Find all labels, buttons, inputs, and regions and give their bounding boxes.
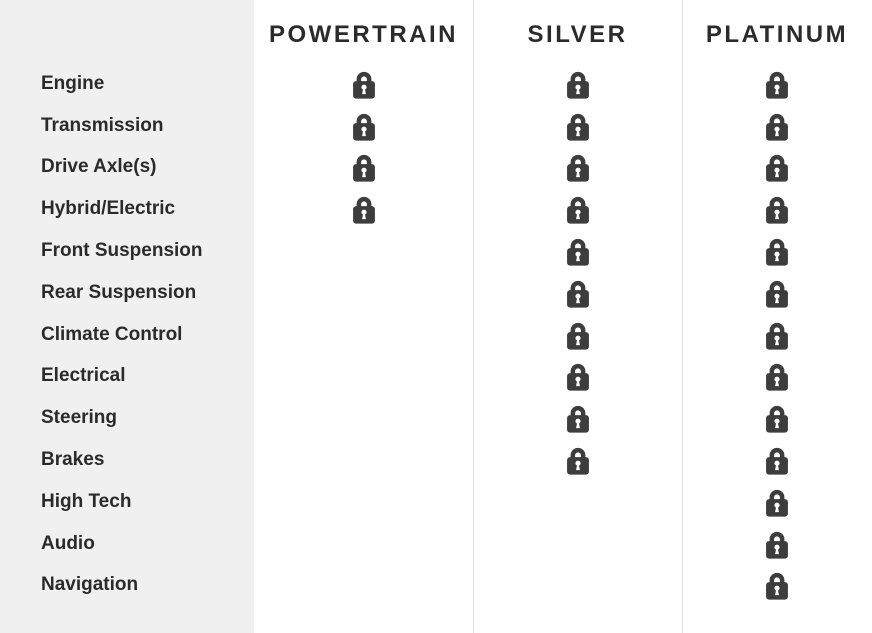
category-label: Drive Axle(s) (41, 156, 157, 178)
lock-icon (766, 322, 788, 350)
coverage-cell-platinum-engine (682, 63, 872, 105)
lock-icon (766, 113, 788, 141)
lock-icon (766, 239, 788, 266)
coverage-cell-silver-navigation (473, 565, 682, 607)
category-label: Engine (41, 72, 105, 94)
coverage-cell-platinum-front-suspension (682, 230, 872, 272)
coverage-cell-silver-drive-axle-s- (473, 147, 682, 189)
lock-icon (352, 71, 375, 99)
coverage-cell-powertrain-steering (254, 397, 473, 439)
coverage-cell-silver-audio (473, 523, 682, 565)
coverage-cell-powertrain-high-tech (254, 481, 473, 523)
category-label: Climate Control (41, 323, 183, 345)
lock-icon (766, 71, 788, 99)
lock-icon (766, 155, 788, 183)
lock-icon (566, 364, 589, 392)
category-label: Audio (41, 532, 95, 554)
category-label: Electrical (41, 365, 126, 387)
coverage-cell-silver-engine (473, 63, 682, 105)
coverage-cell-powertrain-hybrid-electric (254, 188, 473, 230)
sidebar-background (0, 0, 254, 633)
coverage-cell-silver-front-suspension (473, 230, 682, 272)
lock-icon (766, 448, 788, 475)
lock-icon (566, 113, 589, 141)
lock-icon (566, 448, 589, 475)
coverage-cell-silver-hybrid-electric (473, 188, 682, 230)
corner-cell (0, 0, 254, 63)
plan-header-silver: SILVER (527, 20, 628, 48)
category-label: Steering (41, 407, 118, 429)
coverage-cell-powertrain-rear-suspension (254, 272, 473, 314)
lock-icon (766, 364, 788, 392)
category-label: Navigation (41, 574, 139, 596)
coverage-cell-platinum-electrical (682, 356, 872, 398)
lock-icon (566, 280, 589, 308)
coverage-cell-powertrain-engine (254, 63, 473, 105)
coverage-cell-silver-rear-suspension (473, 272, 682, 314)
lock-icon (766, 489, 788, 517)
coverage-cell-silver-high-tech (473, 481, 682, 523)
column-divider (473, 0, 474, 633)
plan-header-platinum: PLATINUM (705, 20, 849, 48)
coverage-cell-powertrain-audio (254, 523, 473, 565)
coverage-cell-platinum-climate-control (682, 314, 872, 356)
lock-icon (766, 406, 788, 433)
coverage-cell-powertrain-transmission (254, 105, 473, 147)
coverage-cell-platinum-steering (682, 397, 872, 439)
category-label: Brakes (41, 449, 105, 471)
coverage-cell-silver-brakes (473, 439, 682, 481)
lock-icon (352, 113, 375, 141)
coverage-cell-powertrain-drive-axle-s- (254, 147, 473, 189)
lock-icon (566, 239, 589, 266)
category-label: High Tech (41, 490, 132, 512)
coverage-cell-platinum-navigation (682, 565, 872, 607)
lock-icon (566, 406, 589, 433)
coverage-cell-platinum-rear-suspension (682, 272, 872, 314)
column-divider (682, 0, 683, 633)
lock-icon (766, 197, 788, 224)
category-label: Transmission (41, 114, 164, 136)
lock-icon (766, 280, 788, 308)
coverage-cell-powertrain-climate-control (254, 314, 473, 356)
coverage-cell-platinum-brakes (682, 439, 872, 481)
coverage-cell-powertrain-navigation (254, 565, 473, 607)
lock-icon (566, 322, 589, 350)
plan-header-powertrain: POWERTRAIN (269, 20, 458, 48)
category-label: Rear Suspension (41, 281, 197, 303)
coverage-cell-platinum-drive-axle-s- (682, 147, 872, 189)
coverage-cell-silver-steering (473, 397, 682, 439)
lock-icon (766, 573, 788, 601)
lock-icon (352, 197, 375, 224)
category-label: Front Suspension (41, 240, 203, 262)
coverage-cell-powertrain-brakes (254, 439, 473, 481)
lock-icon (566, 155, 589, 183)
lock-icon (566, 197, 589, 224)
coverage-cell-silver-transmission (473, 105, 682, 147)
lock-icon (766, 531, 788, 559)
category-label: Hybrid/Electric (41, 198, 176, 220)
coverage-cell-platinum-transmission (682, 105, 872, 147)
coverage-cell-silver-climate-control (473, 314, 682, 356)
coverage-cell-powertrain-front-suspension (254, 230, 473, 272)
coverage-cell-platinum-audio (682, 523, 872, 565)
coverage-cell-platinum-hybrid-electric (682, 188, 872, 230)
lock-icon (566, 71, 589, 99)
coverage-cell-platinum-high-tech (682, 481, 872, 523)
coverage-cell-powertrain-electrical (254, 356, 473, 398)
comparison-grid: POWERTRAIN SILVER PLATINUM Engine Transmi… (0, 0, 872, 607)
lock-icon (352, 155, 375, 183)
coverage-cell-silver-electrical (473, 356, 682, 398)
